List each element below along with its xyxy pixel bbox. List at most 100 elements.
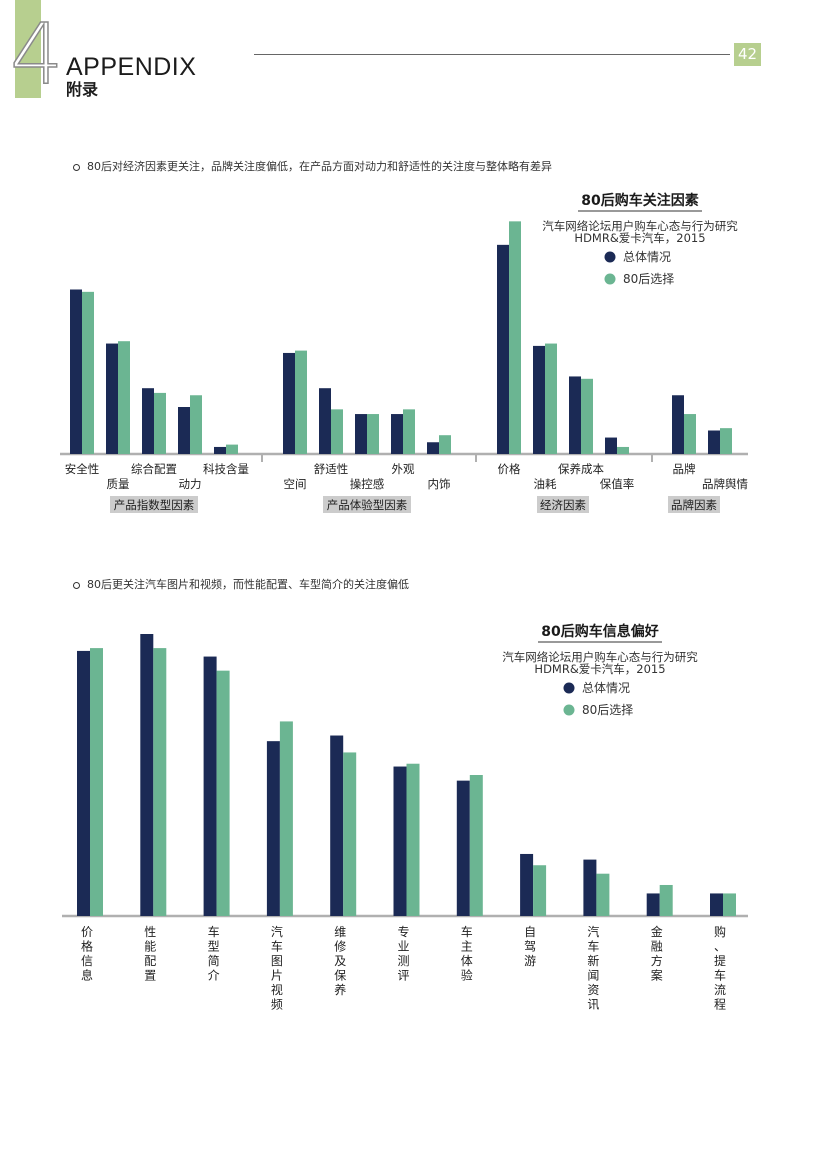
bar-overall: [583, 859, 597, 916]
tick-label: 维修及保养: [334, 925, 346, 997]
bar-overall: [140, 634, 154, 916]
section1-bullet-icon: [73, 164, 80, 171]
bar-overall: [672, 395, 684, 454]
bar-overall: [142, 388, 154, 454]
bar-80s: [659, 884, 673, 916]
tick-label: 车主体验: [461, 924, 473, 983]
bar-80s: [153, 648, 167, 916]
bar-80s: [82, 291, 94, 454]
group-label: 经济因素: [540, 498, 586, 512]
bar-overall: [178, 407, 190, 454]
tick-label: 外观: [392, 462, 415, 476]
appendix-title: APPENDIX: [66, 53, 197, 81]
chart-source-line-1: 汽车网络论坛用户购车心态与行为研究: [502, 650, 698, 664]
tick-label: 车型简介: [208, 924, 220, 983]
bar-80s: [406, 763, 420, 916]
bar-80s: [581, 378, 593, 454]
bar-80s: [545, 343, 557, 454]
chart-source-line-1: 汽车网络论坛用户购车心态与行为研究: [542, 219, 738, 233]
tick-label: 汽车新闻资讯: [587, 924, 599, 1012]
legend-swatch-1: [563, 682, 575, 694]
bar-80s: [190, 395, 202, 454]
bar-overall: [106, 343, 118, 454]
bar-80s: [343, 752, 357, 916]
bar-80s: [509, 221, 521, 454]
bar-80s: [216, 670, 230, 916]
bar-80s: [295, 350, 307, 454]
group-label: 产品指数型因素: [114, 498, 195, 512]
chart-title: 80后购车信息偏好: [541, 623, 658, 640]
bar-overall: [646, 893, 660, 916]
bar-overall: [605, 437, 617, 454]
bar-80s: [596, 873, 610, 916]
bar-overall: [520, 853, 534, 916]
bar-overall: [393, 766, 407, 916]
bar-overall: [710, 893, 723, 916]
bar-80s: [720, 428, 732, 454]
chart-source-line-2: HDMR&爱卡汽车，2015: [574, 231, 705, 245]
chapter-accent-block: [15, 0, 41, 98]
tick-label: 品牌: [673, 462, 696, 476]
bar-overall: [283, 352, 295, 454]
tick-label: 自驾游: [524, 925, 536, 968]
bar-overall: [533, 345, 545, 454]
bar-80s: [723, 893, 736, 916]
tick-label: 价格: [498, 462, 521, 476]
bar-80s: [367, 414, 379, 454]
bar-80s: [154, 392, 166, 454]
tick-label: 购、提车流程: [714, 924, 726, 1012]
tick-label: 安全性: [65, 462, 100, 476]
tick-label: 油耗: [534, 477, 557, 491]
tick-label: 内饰: [428, 477, 451, 491]
section1-bullet-text: 80后对经济因素更关注，品牌关注度偏低，在产品方面对动力和舒适性的关注度与整体略…: [87, 160, 552, 173]
group-label-bg: [323, 496, 411, 513]
section2-bullet-text: 80后更关注汽车图片和视频，而性能配置、车型简介的关注度偏低: [87, 578, 409, 591]
chart-title: 80后购车关注因素: [581, 192, 698, 209]
group-label: 品牌因素: [671, 498, 717, 512]
bar-80s: [439, 435, 451, 454]
legend-label-2: 80后选择: [582, 703, 633, 717]
bar-overall: [77, 650, 90, 916]
tick-label: 价格信息: [81, 925, 93, 983]
bar-overall: [456, 780, 470, 916]
bar-overall: [355, 414, 367, 454]
header-rule: [254, 54, 730, 55]
bar-80s: [469, 775, 483, 916]
bar-80s: [684, 414, 696, 454]
tick-label: 舒适性: [314, 462, 349, 476]
tick-label: 动力: [179, 477, 202, 491]
bar-overall: [569, 376, 581, 454]
bar-overall: [214, 446, 226, 454]
legend-label-1: 总体情况: [582, 681, 630, 695]
tick-label: 综合配置: [131, 462, 177, 476]
tick-label: 质量: [107, 477, 130, 491]
bar-overall: [708, 430, 720, 454]
group-label-bg: [537, 496, 589, 513]
appendix-title-cn: 附录: [66, 80, 99, 99]
legend-label-2: 80后选择: [623, 272, 674, 286]
bar-overall: [266, 741, 280, 916]
bar-overall: [391, 414, 403, 454]
bar-overall: [497, 244, 509, 454]
chart-source-line-2: HDMR&爱卡汽车，2015: [534, 662, 665, 676]
group-label: 产品体验型因素: [327, 498, 408, 512]
tick-label: 金融方案: [651, 924, 663, 983]
legend-swatch-2: [563, 704, 575, 716]
bar-80s: [403, 409, 415, 454]
tick-label: 保养成本: [558, 462, 604, 476]
chart-car-purchase-factors: 80后购车关注因素汽车网络论坛用户购车心态与行为研究HDMR&爱卡汽车，2015…: [60, 192, 748, 513]
tick-label: 操控感: [350, 477, 385, 491]
bar-overall: [427, 442, 439, 454]
bar-overall: [70, 289, 82, 454]
page-number-box: [734, 43, 761, 66]
chapter-number: 4: [9, 5, 64, 103]
tick-label: 保值率: [600, 477, 635, 491]
bar-80s: [90, 648, 103, 916]
tick-label: 科技含量: [203, 462, 249, 476]
bar-80s: [331, 409, 343, 454]
tick-label: 性能配置: [144, 925, 156, 983]
group-label-bg: [668, 496, 720, 513]
bar-overall: [319, 388, 331, 454]
bar-overall: [203, 656, 217, 916]
tick-label: 专业测评: [397, 924, 409, 983]
